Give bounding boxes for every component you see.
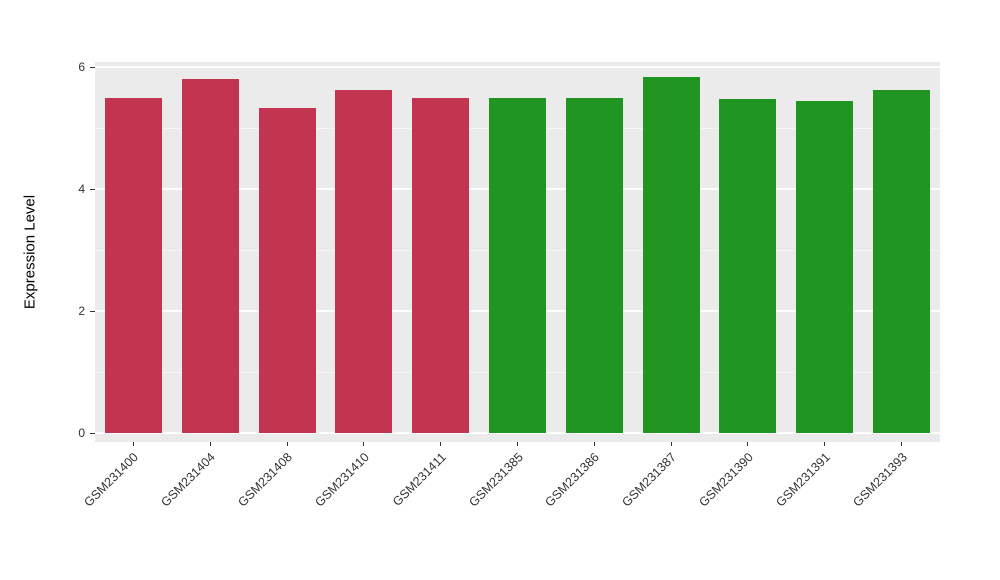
y-tick (90, 432, 95, 434)
x-tick (132, 442, 134, 446)
x-tick (901, 442, 903, 446)
x-tick (440, 442, 442, 446)
x-tick-label: GSM231404 (158, 450, 219, 510)
y-tick-label: 6 (78, 60, 85, 74)
y-tick (90, 188, 95, 190)
x-tick-label: GSM231387 (619, 450, 680, 510)
x-tick-label: GSM231391 (773, 450, 833, 510)
bar (873, 89, 931, 433)
x-tick (593, 442, 595, 446)
x-tick-label: GSM231411 (389, 450, 449, 509)
bar (335, 89, 393, 433)
y-tick-label: 4 (78, 182, 85, 196)
y-tick (90, 310, 95, 312)
x-tick (209, 442, 211, 446)
y-tick-label: 0 (78, 426, 85, 440)
x-tick-label: GSM231390 (696, 450, 756, 510)
x-tick (670, 442, 672, 446)
bar (258, 108, 316, 433)
bar (642, 77, 700, 433)
bar (489, 97, 546, 433)
x-tick-label: GSM231408 (235, 450, 295, 510)
y-tick (90, 66, 95, 68)
x-tick-label: GSM231410 (312, 450, 372, 510)
major-gridline (95, 66, 940, 68)
bar (181, 79, 239, 433)
x-tick (824, 442, 826, 446)
x-tick (517, 442, 518, 446)
x-tick (363, 442, 365, 446)
x-tick (747, 442, 749, 446)
bar (719, 99, 777, 433)
major-gridline (95, 432, 940, 434)
x-tick-label: GSM231386 (542, 450, 603, 510)
bar (104, 97, 162, 433)
bar (565, 97, 623, 433)
x-tick-label: GSM231400 (81, 450, 142, 510)
bar (796, 100, 854, 433)
y-tick-label: 2 (78, 304, 85, 318)
y-axis-title: Expression Level (21, 194, 39, 310)
bar (412, 97, 470, 433)
x-tick (286, 442, 288, 446)
x-tick-label: GSM231393 (849, 450, 910, 510)
x-tick-label: GSM231385 (465, 450, 526, 510)
